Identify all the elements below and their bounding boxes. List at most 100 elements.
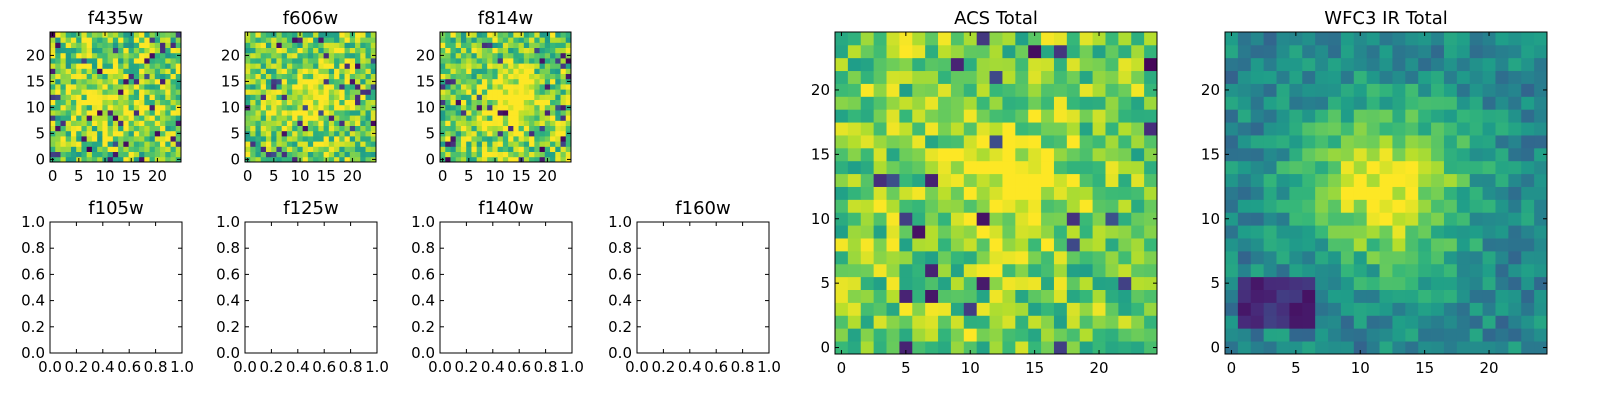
heatmap-cell <box>1508 70 1522 84</box>
heatmap-cell <box>466 125 472 132</box>
heatmap-cell <box>1418 57 1432 72</box>
heatmap-cell <box>133 99 140 106</box>
heatmap-cell <box>873 315 887 329</box>
heatmap-cell <box>128 115 135 121</box>
heatmap-cell <box>1482 225 1496 239</box>
heatmap-cell <box>245 136 251 142</box>
heatmap-cell <box>560 136 567 142</box>
heatmap-cell <box>886 135 900 149</box>
heatmap-cell <box>560 151 567 158</box>
heatmap-cell <box>476 68 483 74</box>
heatmap-cell <box>349 136 356 142</box>
heatmap-cell <box>1079 160 1093 175</box>
heatmap-cell <box>560 130 567 137</box>
heatmap-cell <box>355 58 361 64</box>
heatmap-cell <box>1366 147 1380 162</box>
heatmap-cell <box>912 83 926 97</box>
heatmap-cell <box>1353 173 1368 187</box>
heatmap-cell <box>344 115 351 121</box>
heatmap-cell <box>76 37 82 43</box>
heatmap-cell <box>860 263 875 278</box>
heatmap-cell <box>1456 199 1471 213</box>
heatmap-cell <box>544 125 551 132</box>
heatmap-cell <box>466 115 472 121</box>
heatmap-cell <box>165 78 171 85</box>
heatmap-cell <box>1443 289 1458 303</box>
heatmap-cell <box>65 58 72 64</box>
heatmap-cell <box>989 276 1003 290</box>
heatmap-cell <box>70 156 77 163</box>
heatmap-cell <box>334 151 340 158</box>
heatmap-cell <box>165 73 171 80</box>
heatmap-cell <box>1508 147 1522 162</box>
heatmap-cell <box>445 37 451 43</box>
heatmap-cell <box>370 32 377 38</box>
heatmap-cell <box>460 37 467 43</box>
heatmap-cell <box>281 78 288 85</box>
heatmap-cell <box>560 37 567 43</box>
heatmap-cell <box>450 130 457 137</box>
heatmap-cell <box>1495 289 1509 303</box>
heatmap-cell <box>328 84 335 90</box>
heatmap-cell <box>860 83 875 97</box>
heatmap-cell <box>245 37 251 43</box>
heatmap-cell <box>1340 147 1355 162</box>
heatmap-cell <box>460 84 467 90</box>
heatmap-cell <box>899 225 913 239</box>
heatmap-cell <box>544 68 551 74</box>
heatmap-cell <box>302 63 309 69</box>
heatmap-cell <box>860 289 875 303</box>
heatmap-cell <box>1066 315 1081 329</box>
x-tick-label: 20 <box>343 167 362 185</box>
heatmap-cell <box>481 84 488 90</box>
heatmap-cell <box>1392 238 1406 252</box>
heatmap-cell <box>102 136 109 142</box>
heatmap-cell <box>518 52 525 59</box>
heatmap-cell <box>313 125 319 132</box>
heatmap-cell <box>912 44 926 59</box>
heatmap-cell <box>65 73 72 80</box>
heatmap-cell <box>963 147 978 162</box>
heatmap-cell <box>292 110 298 116</box>
heatmap-cell <box>1443 186 1458 200</box>
heatmap-cell <box>355 136 361 142</box>
heatmap-cell <box>550 120 556 126</box>
heatmap-cell <box>1079 96 1093 110</box>
heatmap-cell <box>328 42 335 48</box>
heatmap-cell <box>492 68 499 74</box>
heatmap-cell <box>1534 315 1548 329</box>
heatmap-cell <box>365 120 372 126</box>
heatmap-cell <box>102 125 109 132</box>
heatmap-cell <box>1105 135 1119 149</box>
heatmap-cell <box>133 141 140 147</box>
heatmap-cell <box>534 151 540 158</box>
heatmap-cell <box>81 141 88 147</box>
heatmap-cell <box>523 84 530 90</box>
heatmap-cell <box>963 173 978 187</box>
heatmap-cell <box>1002 83 1016 97</box>
heatmap-cell <box>1066 173 1081 187</box>
heatmap-cell <box>440 136 446 142</box>
heatmap-cell <box>560 99 567 106</box>
heatmap-cell <box>318 89 324 95</box>
heatmap-cell <box>1237 44 1252 59</box>
heatmap-cell <box>165 89 171 95</box>
x-tick-label: 0.8 <box>144 358 168 376</box>
heatmap-cell <box>118 52 124 59</box>
heatmap-cell <box>502 156 509 163</box>
heatmap-cell <box>1263 315 1277 329</box>
heatmap-cell <box>344 99 351 106</box>
heatmap-cell <box>1053 57 1068 72</box>
heatmap-cell <box>302 146 309 152</box>
heatmap-cell <box>513 130 519 137</box>
x-tick-label: 0.0 <box>428 358 452 376</box>
heatmap-cell <box>539 52 546 59</box>
heatmap-cell <box>1521 135 1535 149</box>
heatmap-cell <box>307 63 314 69</box>
heatmap-cell <box>471 94 478 100</box>
heatmap-cell <box>518 78 525 85</box>
heatmap-cell <box>276 73 283 80</box>
heatmap-cell <box>70 37 77 43</box>
heatmap-cell <box>307 110 314 116</box>
